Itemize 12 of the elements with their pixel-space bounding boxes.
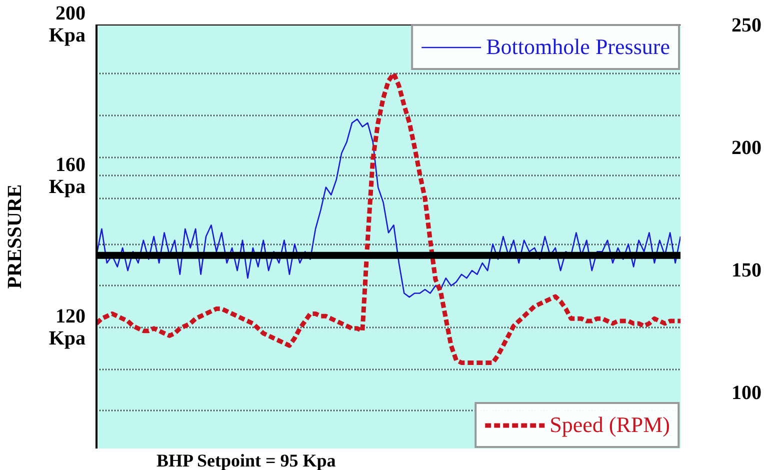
y-tick-label: 160 Kpa xyxy=(48,154,86,198)
y2-tick-label: 200 xyxy=(732,137,762,160)
y-axis-title: PRESSURE xyxy=(4,184,26,289)
legend-label: Speed (RPM) xyxy=(550,412,670,438)
line-series xyxy=(96,71,680,365)
y2-tick-label: 150 xyxy=(732,260,762,282)
y-tick-label: 200 Kpa xyxy=(48,2,86,46)
legend-label: Bottomhole Pressure xyxy=(486,34,670,60)
y2-tick-label: 100 xyxy=(732,382,762,404)
y-tick-label: 120 Kpa xyxy=(48,305,86,350)
text: BHP Setpoint = 95 Kpa xyxy=(156,450,336,470)
y2-tick-label: 250 xyxy=(732,14,762,36)
